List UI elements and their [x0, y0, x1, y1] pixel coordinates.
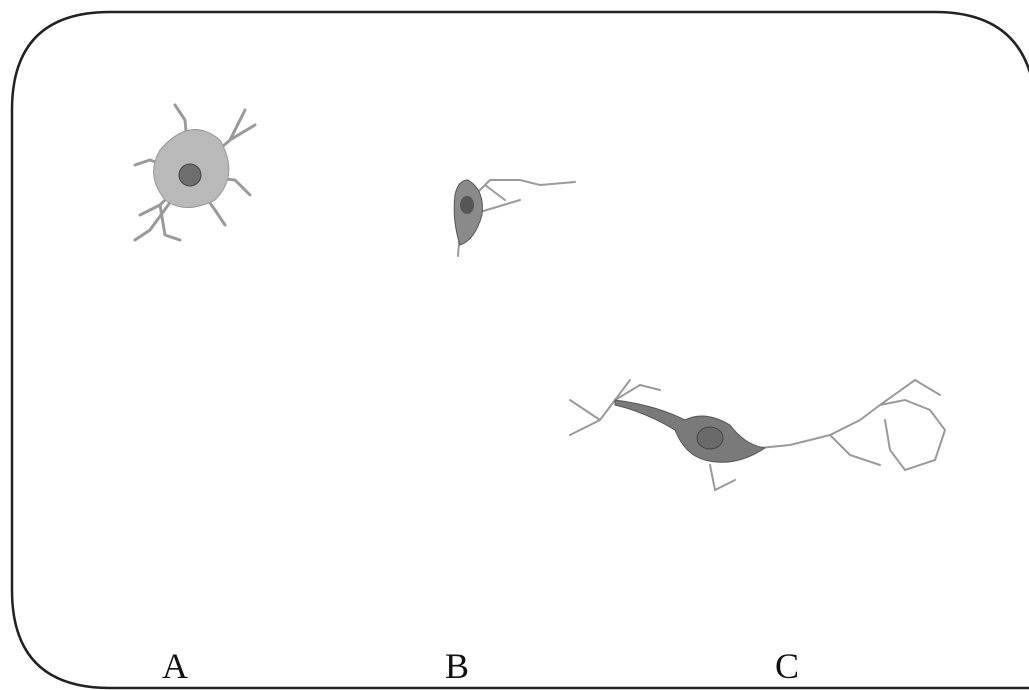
frame: [10, 10, 1029, 690]
cell-a: [133, 103, 257, 242]
label-b: B: [445, 646, 469, 686]
cell-c: [569, 378, 947, 492]
label-c: C: [775, 646, 799, 686]
label-a: A: [162, 646, 188, 686]
cell-b: [453, 179, 576, 257]
